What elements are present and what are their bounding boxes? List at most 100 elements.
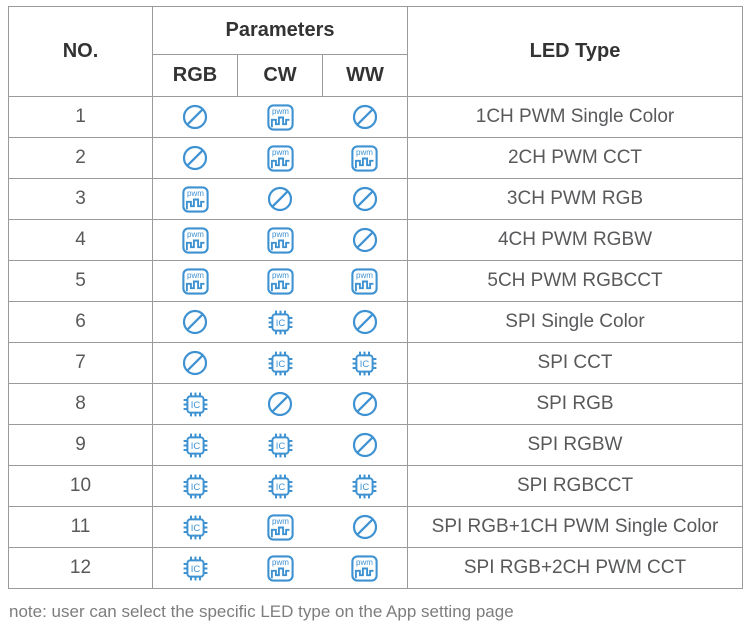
svg-text:IC: IC (191, 400, 201, 411)
row-number: 9 (8, 424, 153, 466)
col-header-led-type: LED Type (407, 6, 743, 97)
table-row: 3 pwm 3CH PWM RGB (8, 178, 743, 220)
row-number: 12 (8, 547, 153, 589)
param-rgb-cell: IC (152, 465, 238, 507)
param-cw-cell (237, 178, 323, 220)
svg-text:pwm: pwm (187, 271, 204, 280)
svg-text:pwm: pwm (272, 148, 289, 157)
param-rgb-cell: IC (152, 424, 238, 466)
svg-text:IC: IC (360, 482, 370, 493)
table-row: 7 IC IC SPI CCT (8, 342, 743, 384)
ic-chip-icon: IC (183, 556, 208, 580)
param-ww-cell (322, 506, 408, 548)
param-rgb-cell: pwm (152, 178, 238, 220)
param-rgb-cell: pwm (152, 219, 238, 261)
ic-chip-icon: IC (183, 515, 208, 539)
ic-chip-icon: IC (352, 351, 377, 375)
led-type-cell: 1CH PWM Single Color (407, 96, 743, 138)
svg-text:IC: IC (191, 441, 201, 452)
led-type-cell: SPI CCT (407, 342, 743, 384)
pwm-icon: pwm (351, 144, 378, 172)
led-type-cell: SPI RGB+1CH PWM Single Color (407, 506, 743, 548)
prohibited-icon (352, 514, 377, 540)
led-type-cell: 5CH PWM RGBCCT (407, 260, 743, 302)
param-ww-cell: IC (322, 465, 408, 507)
table-row: 2 pwm pwm 2CH PWM CCT (8, 137, 743, 179)
param-ww-cell (322, 178, 408, 220)
led-type-table: NO. Parameters LED Type RGB CW WW 1 pwm (8, 6, 743, 589)
param-ww-cell (322, 96, 408, 138)
pwm-icon: pwm (266, 267, 294, 295)
row-number: 2 (8, 137, 153, 179)
pwm-icon: pwm (266, 226, 294, 254)
pwm-icon: pwm (351, 267, 378, 295)
param-cw-cell: pwm (237, 219, 323, 261)
svg-text:pwm: pwm (272, 230, 289, 239)
col-header-cw: CW (237, 54, 323, 97)
param-ww-cell: pwm (322, 547, 408, 589)
table-body: 1 pwm 1CH PWM Single Color 2 pwm pw (8, 96, 743, 589)
svg-text:IC: IC (275, 482, 285, 493)
pwm-icon: pwm (266, 144, 294, 172)
row-number: 3 (8, 178, 153, 220)
led-type-cell: SPI RGB+2CH PWM CCT (407, 547, 743, 589)
param-ww-cell (322, 383, 408, 425)
svg-text:IC: IC (191, 564, 201, 575)
table-row: 8 IC SPI RGB (8, 383, 743, 425)
led-type-cell: 4CH PWM RGBW (407, 219, 743, 261)
prohibited-icon (352, 227, 377, 253)
row-number: 10 (8, 465, 153, 507)
led-type-cell: 3CH PWM RGB (407, 178, 743, 220)
prohibited-icon (267, 391, 293, 417)
param-cw-cell (237, 383, 323, 425)
svg-text:pwm: pwm (187, 189, 204, 198)
pwm-icon: pwm (266, 513, 294, 541)
param-ww-cell (322, 219, 408, 261)
param-cw-cell: pwm (237, 506, 323, 548)
prohibited-icon (352, 391, 377, 417)
param-rgb-cell (152, 301, 238, 343)
svg-text:IC: IC (275, 441, 285, 452)
table-row: 4 pwm pwm 4CH PWM RGBW (8, 219, 743, 261)
prohibited-icon (267, 186, 293, 212)
svg-text:IC: IC (275, 318, 285, 329)
row-number: 7 (8, 342, 153, 384)
param-ww-cell: pwm (322, 260, 408, 302)
pwm-icon: pwm (182, 185, 209, 213)
col-header-no: NO. (8, 6, 153, 97)
led-type-cell: SPI Single Color (407, 301, 743, 343)
row-number: 11 (8, 506, 153, 548)
table-row: 12 IC pwm pwm SPI RGB+2CH PWM CCT (8, 547, 743, 589)
ic-chip-icon: IC (352, 474, 377, 498)
prohibited-icon (183, 104, 208, 130)
param-cw-cell: pwm (237, 96, 323, 138)
prohibited-icon (352, 186, 377, 212)
param-ww-cell: IC (322, 342, 408, 384)
ic-chip-icon: IC (268, 474, 292, 498)
svg-text:pwm: pwm (272, 517, 289, 526)
param-rgb-cell: IC (152, 547, 238, 589)
pwm-icon: pwm (351, 554, 378, 582)
param-rgb-cell (152, 96, 238, 138)
prohibited-icon (352, 432, 377, 458)
param-rgb-cell (152, 342, 238, 384)
param-rgb-cell (152, 137, 238, 179)
svg-text:IC: IC (191, 482, 201, 493)
row-number: 8 (8, 383, 153, 425)
table-row: 11 IC pwm SPI RGB+1CH PWM Single Color (8, 506, 743, 548)
svg-text:IC: IC (275, 359, 285, 370)
pwm-icon: pwm (182, 267, 209, 295)
ic-chip-icon: IC (183, 474, 208, 498)
param-cw-cell: IC (237, 424, 323, 466)
col-header-parameters: Parameters (152, 6, 408, 55)
param-rgb-cell: IC (152, 383, 238, 425)
param-ww-cell (322, 301, 408, 343)
prohibited-icon (183, 145, 208, 171)
param-rgb-cell: IC (152, 506, 238, 548)
param-cw-cell: pwm (237, 547, 323, 589)
row-number: 4 (8, 219, 153, 261)
ic-chip-icon: IC (183, 392, 208, 416)
param-rgb-cell: pwm (152, 260, 238, 302)
row-number: 1 (8, 96, 153, 138)
